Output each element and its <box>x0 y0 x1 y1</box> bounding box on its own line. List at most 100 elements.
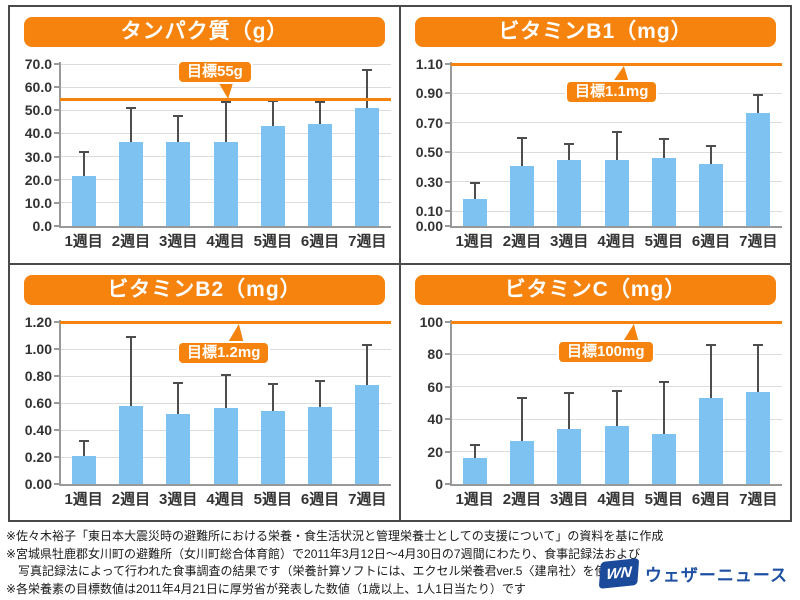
y-tick-mark <box>54 375 59 377</box>
y-axis-tick-label: 1.10 <box>415 56 443 72</box>
bar-week-7 <box>355 107 380 226</box>
y-tick-mark <box>445 353 450 356</box>
x-axis-line <box>450 226 782 228</box>
bar-week-7 <box>355 385 380 484</box>
x-axis-line <box>59 226 391 228</box>
y-tick-mark <box>445 450 450 453</box>
chart-title-vitamin-b2: ビタミンB2（mg） <box>24 275 385 305</box>
y-tick-mark <box>445 210 450 213</box>
bar-week-1 <box>462 458 487 484</box>
bar-week-4 <box>604 425 629 484</box>
chart-title-vitamin-b1: ビタミンB1（mg） <box>415 17 776 47</box>
target-callout: 目標100mg <box>557 340 655 364</box>
x-axis-label: 2週目 <box>502 233 542 250</box>
x-axis-label: 1週目 <box>64 491 103 508</box>
error-bar-whisker <box>710 344 713 399</box>
chart-plot-vitamin-c: 0 20 40 60 80 100 1週目 2週目 3週目 4週目 5週目 6週目 7週目 目標100mg <box>401 265 790 520</box>
error-bar-cap <box>78 439 89 442</box>
y-axis-tick-label: 0.60 <box>24 395 52 411</box>
y-axis-line <box>450 320 452 484</box>
x-axis-label: 2週目 <box>111 491 151 508</box>
chart-title-vitamin-c: ビタミンC（mg） <box>415 275 776 305</box>
y-tick-mark <box>445 418 450 421</box>
error-bar-whisker <box>615 131 618 160</box>
bar-week-2 <box>509 441 534 484</box>
y-axis-tick-label: 1.20 <box>24 314 52 330</box>
error-bar-whisker <box>757 94 760 113</box>
bar-week-6 <box>699 164 724 226</box>
y-tick-mark <box>54 109 59 112</box>
error-bar-whisker <box>271 101 274 127</box>
weathernews-logo: WN ウェザーニュース <box>598 558 788 589</box>
error-bar-whisker <box>473 445 476 459</box>
error-bar-cap <box>469 182 480 185</box>
x-axis-label: 2週目 <box>502 491 542 508</box>
error-bar-cap <box>753 93 764 96</box>
y-axis-tick-label: 0.80 <box>24 368 52 384</box>
error-bar-whisker <box>319 381 322 408</box>
chart-panel-vitamin-c: ビタミンC（mg） 0 20 40 60 80 100 1週目 2週目 3週目 4週目 5週目 6週目… <box>401 265 790 520</box>
chart-panel-protein: タンパク質（g） 0.0 10.0 20.0 30.0 40.0 50.0 60.0 70.0… <box>10 7 399 263</box>
bar-week-6 <box>308 124 333 226</box>
error-bar-cap <box>706 343 717 346</box>
y-axis-tick-label: 0.90 <box>415 85 443 102</box>
x-axis-label: 5週目 <box>253 491 292 508</box>
x-axis-label: 1週目 <box>455 233 494 250</box>
y-axis-tick-label: 40 <box>427 411 443 428</box>
y-tick-mark <box>54 225 59 227</box>
error-bar-cap <box>658 380 669 383</box>
chart-title-protein: タンパク質（g） <box>24 17 385 47</box>
y-axis-tick-label: 70.0 <box>24 56 52 72</box>
weathernews-logo-icon: WN <box>598 558 640 589</box>
bar-week-5 <box>651 433 676 484</box>
error-bar-whisker <box>710 146 713 165</box>
y-tick-mark <box>54 155 59 158</box>
footnote-line: ※宮城県牡鹿郡女川町の避難所（女川町総合体育館）で2011年3月12日～4月30… <box>6 546 641 561</box>
y-axis-tick-label: 60.0 <box>24 79 52 96</box>
bar-week-1 <box>71 455 96 484</box>
bar-week-3 <box>557 159 582 226</box>
x-axis-label: 6週目 <box>691 233 731 250</box>
target-callout: 目標1.2mg <box>177 341 271 365</box>
y-axis-tick-label: 0.40 <box>24 422 52 438</box>
bar-week-2 <box>118 141 143 226</box>
x-axis-label: 3週目 <box>159 233 198 250</box>
x-axis-label: 4週目 <box>597 491 636 508</box>
y-axis-tick-label: 20.0 <box>24 171 52 188</box>
error-bar-whisker <box>615 390 618 426</box>
y-tick-mark <box>445 121 450 124</box>
y-axis-tick-label: 50.0 <box>24 102 52 119</box>
y-tick-mark <box>445 63 450 65</box>
y-tick-mark <box>54 63 59 65</box>
error-bar-cap <box>220 101 231 104</box>
error-bar-cap <box>658 138 669 141</box>
y-axis-tick-label: 0.00 <box>24 476 52 492</box>
error-bar-cap <box>362 343 373 346</box>
error-bar-cap <box>564 392 575 395</box>
x-axis-label: 7週目 <box>348 491 387 508</box>
target-line <box>451 63 782 66</box>
y-axis-tick-label: 40.0 <box>24 125 52 142</box>
x-axis-label: 3週目 <box>550 491 589 508</box>
y-tick-mark <box>445 385 450 388</box>
error-bar-whisker <box>177 116 180 142</box>
error-bar-whisker <box>473 183 476 200</box>
error-bar-whisker <box>568 393 571 429</box>
y-tick-mark <box>54 86 59 89</box>
x-axis-label: 7週目 <box>739 491 778 508</box>
chart-panel-vitamin-b2: ビタミンB2（mg） 0.00 0.20 0.40 0.60 0.80 1.00 1.20 1… <box>10 265 399 520</box>
y-axis-tick-label: 0.20 <box>24 449 52 465</box>
error-bar-cap <box>516 136 527 139</box>
y-tick-mark <box>445 225 450 227</box>
gridline <box>451 122 782 124</box>
error-bar-whisker <box>520 398 523 442</box>
chart-plot-vitamin-b1: 0.00 0.10 0.30 0.50 0.70 0.90 1.10 1週目 2週目 3週目 4週目… <box>401 7 790 263</box>
error-bar-cap <box>173 115 184 118</box>
x-axis-label: 2週目 <box>111 233 151 250</box>
y-tick-mark <box>445 321 450 323</box>
weathernews-logo-text: ウェザーニュース <box>644 566 788 585</box>
y-tick-mark <box>54 402 59 404</box>
y-tick-mark <box>54 201 59 204</box>
bar-week-7 <box>746 392 771 484</box>
